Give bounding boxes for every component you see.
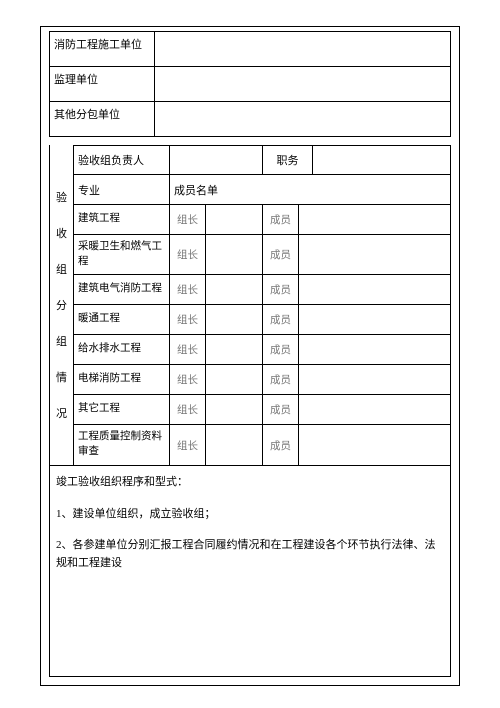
spec-row: 采暖卫生和燃气工程组长 成员 [74,235,450,275]
fire-unit-value [155,32,451,66]
role-member-label: 成员 [263,305,299,334]
spec-row: 建筑工程组长 成员 [74,205,450,235]
spec-name: 电梯消防工程 [74,365,170,394]
spec-name: 工程质量控制资料审查 [74,425,170,465]
member-name-cell [299,235,450,274]
leader-row: 验收组负责人 职务 [74,145,450,175]
role-leader-label: 组长 [170,425,206,465]
spec-row: 暖通工程组长 成员 [74,305,450,335]
spec-name: 给水排水工程 [74,335,170,364]
supervision-unit-value [155,67,451,101]
leader-name-cell [206,235,263,274]
procedure-item-2: 2、各参建单位分别汇报工程合同履约情况和在工程建设各个环节执行法律、法规和工程建… [56,537,444,572]
spec-name: 建筑电气消防工程 [74,275,170,304]
leader-name-cell [206,205,263,234]
subcontract-unit-label: 其他分包单位 [50,102,155,136]
leader-name-cell [206,395,263,424]
vlabel-char: 组 [56,261,67,277]
fire-unit-label: 消防工程施工单位 [50,32,155,66]
spec-row: 电梯消防工程组长 成员 [74,365,450,395]
position-value-cell [313,146,450,174]
subcontract-unit-value [155,102,451,136]
member-name-cell [299,395,450,424]
member-header-label: 成员名单 [170,175,450,204]
group-body: 验收组负责人 职务 专业 成员名单 建筑工程组长成员采暖卫生和燃气工程组长成员建… [74,145,450,465]
role-member-label: 成员 [263,335,299,364]
role-leader-label: 组长 [170,205,206,234]
top-row-2: 监理单位 [49,66,451,101]
spec-row: 建筑电气消防工程组长 成员 [74,275,450,305]
spec-name: 暖通工程 [74,305,170,334]
role-member-label: 成员 [263,365,299,394]
role-leader-label: 组长 [170,335,206,364]
role-member-label: 成员 [263,395,299,424]
page-frame: 消防工程施工单位 监理单位 其他分包单位 验收组分组情况 验收组负责人 职务 专… [40,26,460,686]
member-name-cell [299,425,450,465]
position-label: 职务 [263,146,313,174]
vlabel-char: 收 [56,225,67,241]
spec-name: 其它工程 [74,395,170,424]
vlabel-char: 况 [56,405,67,421]
member-name-cell [299,205,450,234]
spec-name: 建筑工程 [74,205,170,234]
spec-row: 工程质量控制资料审查组长 成员 [74,425,450,465]
role-member-label: 成员 [263,205,299,234]
member-name-cell [299,335,450,364]
procedure-title: 竣工验收组织程序和型式： [56,474,444,492]
member-name-cell [299,275,450,304]
role-leader-label: 组长 [170,305,206,334]
role-member-label: 成员 [263,235,299,274]
spec-header-label: 专业 [74,175,170,204]
spec-rows-container: 建筑工程组长成员采暖卫生和燃气工程组长成员建筑电气消防工程组长成员暖通工程组长成… [74,205,450,465]
leader-name-cell [206,305,263,334]
acceptance-group-section: 验收组分组情况 验收组负责人 职务 专业 成员名单 建筑工程组长成员采暖卫生和燃… [49,145,451,466]
procedure-section: 竣工验收组织程序和型式： 1、建设单位组织，成立验收组； 2、各参建单位分别汇报… [49,466,451,677]
role-member-label: 成员 [263,275,299,304]
leader-name-cell [206,275,263,304]
member-name-cell [299,365,450,394]
procedure-item-1: 1、建设单位组织，成立验收组； [56,506,444,524]
supervision-unit-label: 监理单位 [50,67,155,101]
vlabel-char: 分 [56,297,67,313]
leader-name-cell [170,146,263,174]
leader-label: 验收组负责人 [74,146,170,174]
spec-row: 给水排水工程组长 成员 [74,335,450,365]
role-leader-label: 组长 [170,275,206,304]
top-row-3: 其他分包单位 [49,101,451,137]
spec-header-row: 专业 成员名单 [74,175,450,205]
leader-name-cell [206,335,263,364]
role-leader-label: 组长 [170,235,206,274]
member-name-cell [299,305,450,334]
spec-row: 其它工程组长 成员 [74,395,450,425]
vlabel-char: 组 [56,333,67,349]
leader-name-cell [206,365,263,394]
section-vertical-label: 验收组分组情况 [50,145,74,465]
leader-name-cell [206,425,263,465]
spec-name: 采暖卫生和燃气工程 [74,235,170,274]
role-leader-label: 组长 [170,395,206,424]
role-member-label: 成员 [263,425,299,465]
top-row-1: 消防工程施工单位 [49,31,451,66]
top-table: 消防工程施工单位 监理单位 其他分包单位 [49,31,451,137]
vlabel-char: 验 [56,189,67,205]
vlabel-char: 情 [56,369,67,385]
role-leader-label: 组长 [170,365,206,394]
